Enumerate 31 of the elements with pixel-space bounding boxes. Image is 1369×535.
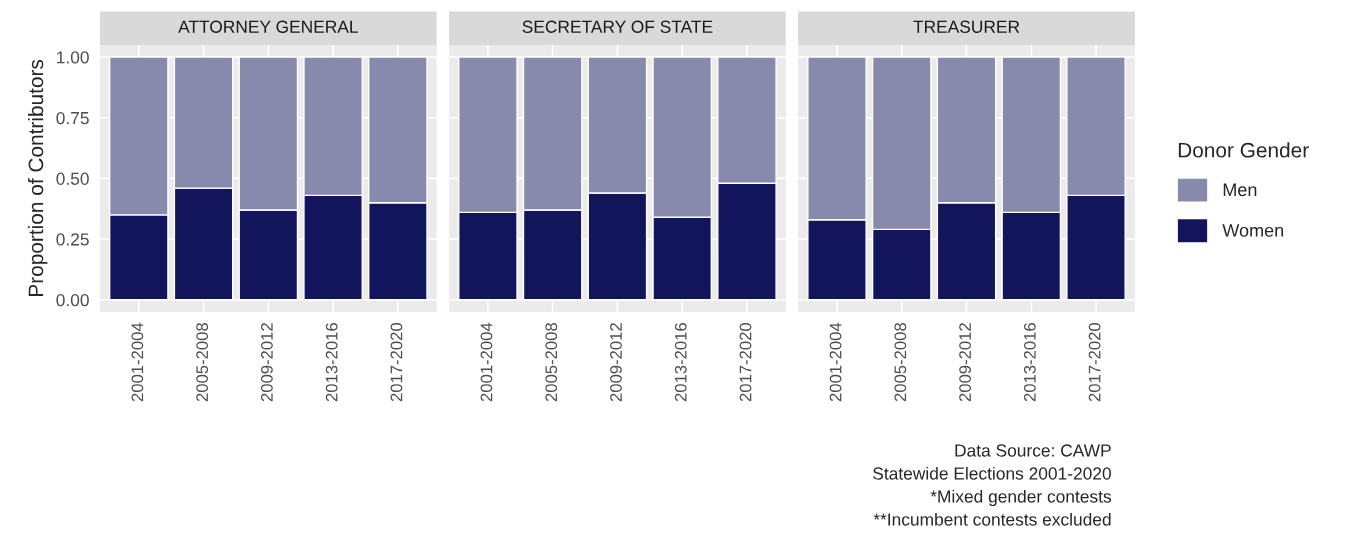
y-tick-label: 0.75 bbox=[56, 111, 89, 125]
x-tick-label: 2009-2012 bbox=[959, 323, 971, 402]
legend-title: Donor Gender bbox=[1178, 142, 1309, 158]
legend-label: Men bbox=[1223, 183, 1257, 197]
y-tick-label: 0.00 bbox=[56, 293, 89, 307]
x-tick-label: 2017-2020 bbox=[1088, 322, 1101, 402]
x-tick-label: 2001-2004 bbox=[131, 322, 144, 402]
x-tick-label: 2001-2004 bbox=[480, 322, 493, 402]
x-tick-label: 2005-2008 bbox=[894, 323, 907, 402]
x-tick-label: 2009-2012 bbox=[610, 323, 622, 402]
text: Statewide Elections 2001-2020 bbox=[873, 466, 1111, 480]
x-tick-label: 2017-2020 bbox=[390, 322, 403, 402]
x-tick-label: 2017-2020 bbox=[739, 322, 752, 402]
x-tick-label: 2009-2012 bbox=[261, 323, 273, 402]
y-tick-label: 0.25 bbox=[56, 233, 89, 246]
chart-title: ATTORNEY GENERAL bbox=[178, 20, 358, 33]
y-axis-title: Proportion of Contributors bbox=[27, 59, 48, 296]
text: *Mixed gender contests bbox=[930, 489, 1112, 507]
x-tick-label: 2001-2004 bbox=[829, 322, 842, 402]
x-tick-label: 2005-2008 bbox=[545, 323, 558, 402]
x-tick-label: 2005-2008 bbox=[196, 323, 209, 402]
chart-title: SECRETARY OF STATE bbox=[522, 20, 713, 33]
x-tick-label: 2013-2016 bbox=[1023, 323, 1036, 402]
y-tick-label: 1.00 bbox=[57, 51, 89, 64]
y-tick-label: 0.50 bbox=[56, 172, 89, 185]
legend-label: Women bbox=[1222, 224, 1284, 237]
chart-title: TREASURER bbox=[913, 20, 1020, 33]
source-note: Data Source: CAWP bbox=[955, 444, 1111, 457]
text: **Incumbent contests excluded bbox=[873, 512, 1111, 526]
x-tick-label: 2013-2016 bbox=[325, 323, 338, 402]
x-tick-label: 2013-2016 bbox=[674, 323, 687, 402]
